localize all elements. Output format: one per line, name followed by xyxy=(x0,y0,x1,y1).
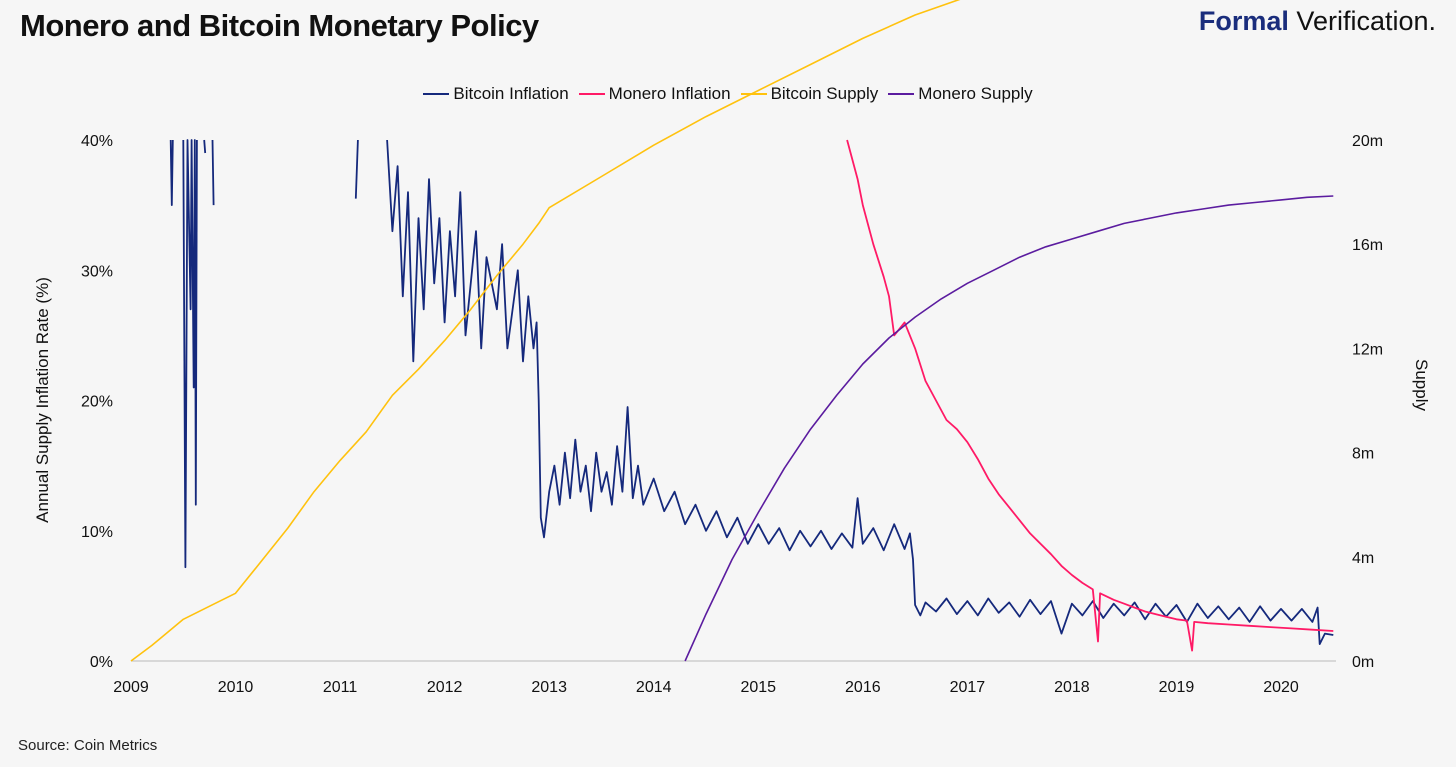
legend-label: Bitcoin Inflation xyxy=(453,84,569,103)
chart-legend: Bitcoin Inflation Monero Inflation Bitco… xyxy=(0,84,1456,104)
y2-tick-label: 12m xyxy=(1352,341,1383,358)
logo-bold: Formal xyxy=(1198,6,1289,36)
x-tick-label: 2012 xyxy=(427,679,463,696)
x-tick-label: 2014 xyxy=(636,679,672,696)
y2-axis-label: Supply xyxy=(1412,359,1431,411)
x-tick-label: 2019 xyxy=(1159,679,1195,696)
y-tick-label: 30% xyxy=(81,263,113,280)
legend-swatch xyxy=(740,93,767,95)
x-tick-label: 2017 xyxy=(950,679,986,696)
legend-item-monero-supply: Monero Supply xyxy=(888,84,1033,104)
legend-swatch xyxy=(423,93,450,95)
logo-light: Verification. xyxy=(1296,6,1436,36)
y2-tick-label: 4m xyxy=(1352,550,1374,567)
x-tick-label: 2020 xyxy=(1263,679,1299,696)
brand-logo: Formal Verification. xyxy=(1199,6,1436,37)
legend-item-bitcoin-supply: Bitcoin Supply xyxy=(740,84,879,104)
source-note: Source: Coin Metrics xyxy=(18,737,158,754)
x-tick-label: 2009 xyxy=(113,679,149,696)
x-tick-label: 2011 xyxy=(323,679,358,696)
x-tick-label: 2015 xyxy=(740,679,776,696)
y-tick-label: 0% xyxy=(90,654,113,671)
legend-item-bitcoin-inflation: Bitcoin Inflation xyxy=(423,84,569,104)
y2-tick-label: 8m xyxy=(1352,446,1374,463)
y2-tick-label: 16m xyxy=(1352,237,1383,254)
y-tick-label: 40% xyxy=(81,133,113,150)
y-axis-label: Annual Supply Inflation Rate (%) xyxy=(33,277,52,523)
x-tick-label: 2013 xyxy=(531,679,567,696)
legend-item-monero-inflation: Monero Inflation xyxy=(578,84,731,104)
series-line-monero-supply xyxy=(684,195,1334,662)
legend-label: Monero Supply xyxy=(918,84,1033,103)
page-title: Monero and Bitcoin Monetary Policy xyxy=(20,8,539,43)
legend-label: Monero Inflation xyxy=(608,84,731,103)
x-tick-label: 2016 xyxy=(845,679,881,696)
legend-swatch xyxy=(578,93,605,95)
series-line-bitcoin-inflation xyxy=(169,139,1334,645)
y2-tick-label: 0m xyxy=(1352,654,1374,671)
legend-swatch xyxy=(888,93,915,95)
y-tick-label: 10% xyxy=(81,524,113,541)
y2-tick-label: 20m xyxy=(1352,133,1383,150)
x-tick-label: 2010 xyxy=(218,679,254,696)
y-tick-label: 20% xyxy=(81,394,113,411)
series-line-bitcoin-supply xyxy=(130,0,961,662)
series-line-monero-inflation xyxy=(846,139,1334,652)
legend-label: Bitcoin Supply xyxy=(770,84,879,103)
x-tick-label: 2018 xyxy=(1054,679,1090,696)
